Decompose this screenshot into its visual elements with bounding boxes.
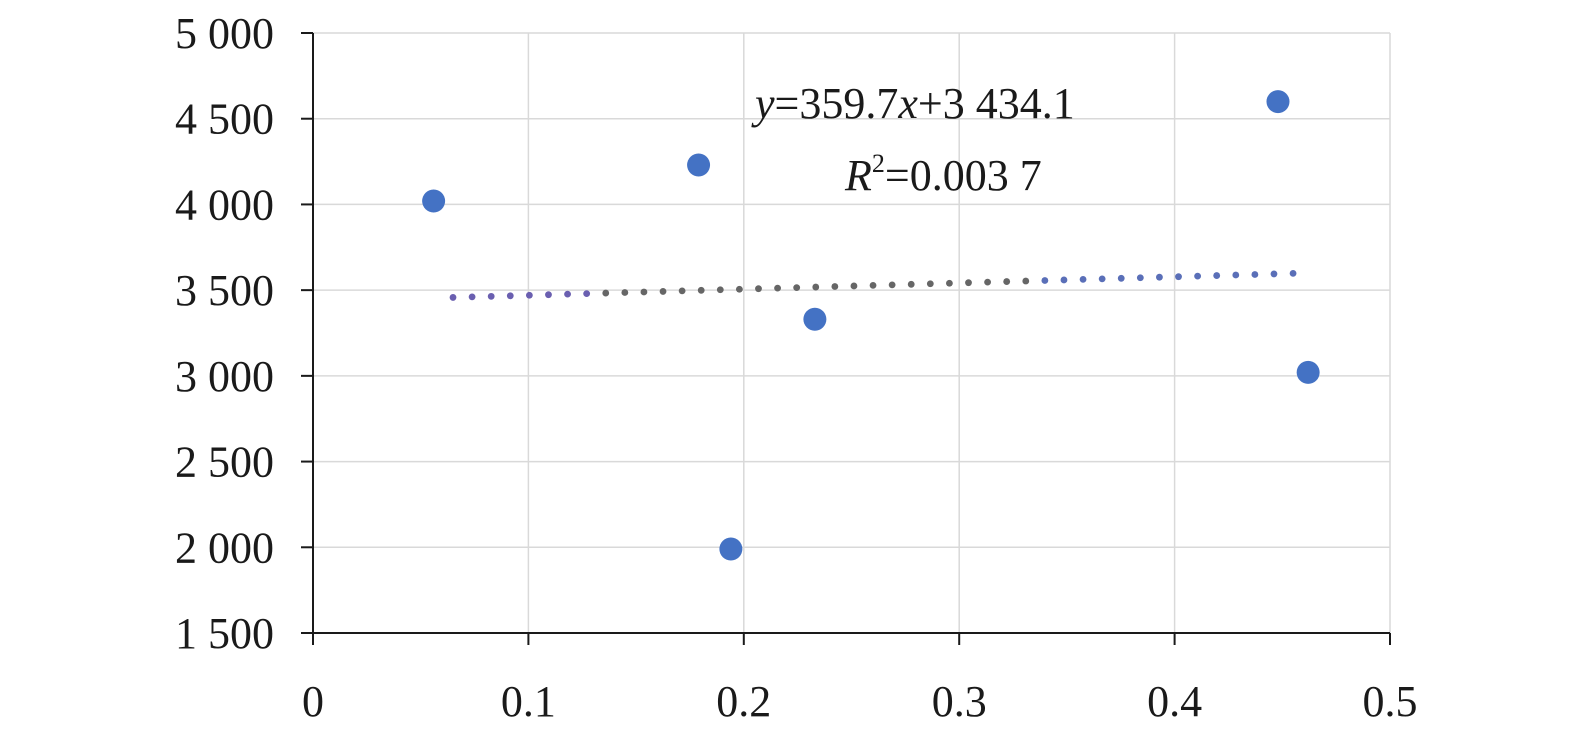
trendline-dot bbox=[1194, 272, 1202, 280]
trendline-dot bbox=[1060, 276, 1068, 284]
trendline-dot bbox=[1156, 273, 1163, 281]
trendline-dot bbox=[583, 290, 591, 298]
trendline-dot bbox=[621, 289, 629, 296]
trendline-dot bbox=[1003, 278, 1011, 285]
equation-intercept: +3 434.1 bbox=[918, 79, 1075, 128]
equation-slope: =359.7 bbox=[775, 79, 899, 128]
trendline-dot bbox=[793, 284, 801, 291]
trendline-dot bbox=[774, 284, 781, 292]
trendline-dot bbox=[564, 290, 571, 298]
trendline-dot bbox=[1270, 270, 1278, 278]
trendline-dot bbox=[946, 279, 953, 287]
grid-lines bbox=[313, 32, 1391, 633]
x-tick-label: 0.2 bbox=[716, 677, 771, 726]
trendline bbox=[449, 269, 1297, 301]
trendline-dot bbox=[831, 283, 839, 290]
y-tick-label: 5 000 bbox=[175, 9, 274, 58]
trendline-dot bbox=[926, 280, 934, 288]
trendline-dot bbox=[812, 283, 820, 291]
data-point bbox=[1296, 360, 1320, 384]
r-squared-exponent: 2 bbox=[872, 149, 885, 178]
trendline-dot bbox=[1213, 272, 1221, 279]
equation-x-symbol: x bbox=[897, 79, 918, 128]
trendline-dot bbox=[965, 279, 972, 287]
y-tick-label: 4 500 bbox=[175, 95, 274, 144]
trendline-dot bbox=[678, 287, 686, 295]
trendline-dot bbox=[1041, 277, 1049, 284]
trendline-dot bbox=[869, 282, 877, 289]
y-tick-label: 2 500 bbox=[175, 438, 274, 487]
trendline-equation: y=359.7x+3 434.1 bbox=[751, 79, 1075, 128]
trendline-dot bbox=[468, 293, 476, 301]
trendline-dot bbox=[1289, 269, 1297, 277]
x-axis-ticks: 0 0.1 0.2 0.3 0.4 0.5 bbox=[302, 633, 1418, 726]
trendline-dot bbox=[850, 282, 858, 290]
trendline-dot bbox=[525, 291, 533, 299]
y-axis-ticks: 1 500 2 000 2 500 3 000 3 500 4 000 4 500 5 000 bbox=[175, 9, 313, 658]
trendline-dot bbox=[1251, 271, 1259, 278]
x-tick-label: 0.5 bbox=[1363, 677, 1418, 726]
y-tick-label: 2 000 bbox=[175, 523, 274, 572]
data-points bbox=[422, 90, 1320, 561]
trendline-dot bbox=[659, 288, 667, 295]
trendline-dot bbox=[697, 286, 705, 294]
trendline-dot bbox=[755, 285, 762, 293]
trendline-dot bbox=[449, 294, 457, 301]
trendline-dot bbox=[1232, 271, 1240, 279]
y-tick-label: 3 000 bbox=[175, 352, 274, 401]
trendline-dot bbox=[735, 285, 743, 293]
trendline-dot bbox=[602, 289, 610, 297]
trendline-dot bbox=[1098, 275, 1106, 283]
trendline-dot bbox=[1117, 274, 1125, 282]
data-point bbox=[719, 537, 743, 561]
x-tick-label: 0.4 bbox=[1147, 677, 1202, 726]
trendline-dot bbox=[1022, 277, 1030, 285]
trendline-dot bbox=[888, 281, 896, 289]
r-squared-value: =0.003 7 bbox=[885, 151, 1042, 200]
x-tick-label: 0.3 bbox=[932, 677, 987, 726]
axes bbox=[312, 33, 1390, 634]
y-tick-label: 4 000 bbox=[175, 180, 274, 229]
x-tick-label: 0 bbox=[302, 677, 324, 726]
data-point bbox=[687, 153, 711, 177]
trendline-dot bbox=[1136, 274, 1144, 282]
trendline-dot bbox=[640, 288, 648, 296]
trendline-dot bbox=[545, 291, 552, 299]
trendline-dot bbox=[1079, 275, 1087, 283]
data-point bbox=[1266, 90, 1290, 114]
trendline-dot bbox=[1175, 273, 1182, 281]
trendline-dot bbox=[506, 292, 514, 300]
r-squared-label: R2=0.003 7 bbox=[844, 149, 1042, 200]
trendline-dot bbox=[984, 278, 991, 286]
r-squared-symbol: R bbox=[844, 151, 872, 200]
data-point bbox=[803, 307, 827, 331]
y-tick-label: 1 500 bbox=[175, 609, 274, 658]
x-tick-label: 0.1 bbox=[501, 677, 556, 726]
trendline-dot bbox=[907, 280, 915, 288]
y-tick-label: 3 500 bbox=[175, 266, 274, 315]
equation-y-symbol: y bbox=[751, 79, 775, 128]
data-point bbox=[422, 189, 446, 213]
trendline-dot bbox=[716, 286, 724, 294]
trendline-dot bbox=[487, 292, 495, 300]
